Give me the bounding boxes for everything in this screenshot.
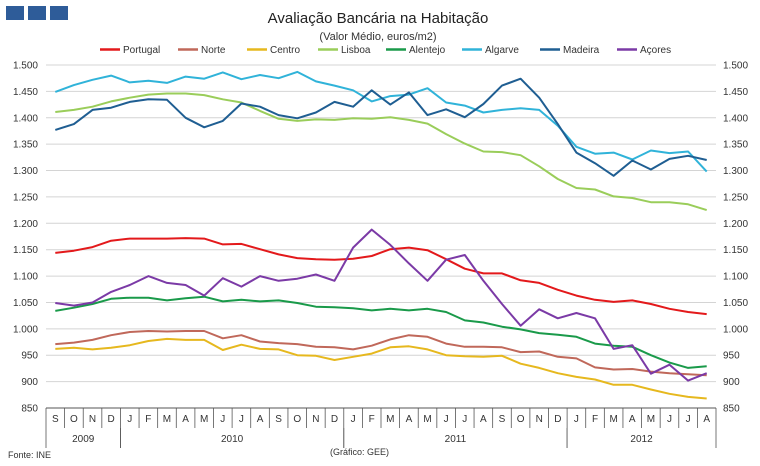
month-label: J bbox=[239, 414, 244, 425]
y-tick-label: 1.450 bbox=[723, 87, 748, 98]
y-tick-label: 1.000 bbox=[13, 324, 38, 335]
series-lines bbox=[54, 70, 708, 400]
series-line-norte bbox=[55, 330, 707, 377]
y-tick-label: 1.050 bbox=[723, 298, 748, 309]
y-tick-label: 900 bbox=[21, 377, 38, 388]
year-label: 2012 bbox=[630, 434, 653, 445]
y-tick-label: 1.500 bbox=[13, 61, 38, 72]
y-tick-label: 850 bbox=[723, 404, 740, 415]
month-label: J bbox=[686, 414, 691, 425]
y-tick-label: 950 bbox=[21, 351, 38, 362]
y-axis-right: 850 900 950 1.000 1.050 1.100 1.150 1.200 1.250 1… bbox=[723, 61, 748, 415]
month-label: J bbox=[351, 414, 356, 425]
month-label: F bbox=[592, 414, 598, 425]
month-label: N bbox=[89, 414, 96, 425]
series-line-centro bbox=[55, 337, 707, 400]
legend-label: Açores bbox=[640, 45, 671, 56]
y-tick-label: 1.250 bbox=[13, 192, 38, 203]
y-tick-label: 1.000 bbox=[723, 324, 748, 335]
chart-subtitle: (Valor Médio, euros/m2) bbox=[319, 31, 436, 43]
legend-label: Norte bbox=[201, 45, 226, 56]
brand-logo bbox=[6, 6, 68, 20]
month-label: O bbox=[293, 414, 301, 425]
y-tick-label: 1.250 bbox=[723, 192, 748, 203]
y-tick-label: 1.400 bbox=[13, 113, 38, 124]
chart-title: Avaliação Bancária na Habitação bbox=[268, 10, 489, 27]
y-tick-label: 1.350 bbox=[723, 140, 748, 151]
month-label: A bbox=[257, 414, 264, 425]
month-label: M bbox=[200, 414, 208, 425]
credit-note: (Gráfico: GEE) bbox=[330, 447, 389, 457]
month-label: D bbox=[108, 414, 115, 425]
legend-label: Centro bbox=[270, 45, 300, 56]
source-note: Fonte: INE bbox=[8, 450, 51, 460]
month-label: F bbox=[145, 414, 151, 425]
y-tick-label: 1.150 bbox=[13, 245, 38, 256]
series-line-madeira bbox=[55, 77, 707, 177]
x-axis: S O N D J F M A M J J A S O N D J F M A M J J A S O N D J F M A M J J A2009… bbox=[45, 407, 717, 448]
y-tick-label: 1.500 bbox=[723, 61, 748, 72]
series-line-alentejo bbox=[55, 295, 707, 369]
series-line-portugal bbox=[55, 237, 707, 316]
month-label: A bbox=[629, 414, 636, 425]
year-label: 2009 bbox=[72, 434, 95, 445]
month-label: S bbox=[499, 414, 506, 425]
month-label: O bbox=[70, 414, 78, 425]
legend-label: Portugal bbox=[123, 45, 160, 56]
month-label: M bbox=[647, 414, 655, 425]
month-label: D bbox=[331, 414, 338, 425]
series-line-lisboa bbox=[55, 92, 707, 212]
y-tick-label: 850 bbox=[21, 404, 38, 415]
year-label: 2011 bbox=[445, 434, 467, 445]
month-label: J bbox=[220, 414, 225, 425]
logo-block bbox=[6, 6, 24, 20]
month-label: O bbox=[517, 414, 525, 425]
y-tick-label: 1.100 bbox=[723, 272, 748, 283]
legend-label: Lisboa bbox=[341, 45, 371, 56]
month-label: A bbox=[182, 414, 189, 425]
legend: Portugal Norte Centro Lisboa Alentejo Algarve… bbox=[100, 45, 671, 56]
month-label: N bbox=[312, 414, 319, 425]
month-label: M bbox=[609, 414, 617, 425]
month-label: S bbox=[275, 414, 282, 425]
y-tick-label: 1.450 bbox=[13, 87, 38, 98]
month-label: J bbox=[444, 414, 449, 425]
legend-label: Alentejo bbox=[409, 45, 446, 56]
y-tick-label: 1.300 bbox=[13, 166, 38, 177]
y-tick-label: 1.150 bbox=[723, 245, 748, 256]
month-label: A bbox=[406, 414, 413, 425]
legend-label: Algarve bbox=[485, 45, 519, 56]
y-tick-label: 900 bbox=[723, 377, 740, 388]
y-tick-label: 1.300 bbox=[723, 166, 748, 177]
y-axis-left: 850 900 950 1.000 1.050 1.100 1.150 1.200 1.250 1… bbox=[13, 61, 38, 415]
month-label: J bbox=[127, 414, 132, 425]
y-tick-label: 1.200 bbox=[13, 219, 38, 230]
y-tick-label: 950 bbox=[723, 351, 740, 362]
series-line-aores bbox=[55, 228, 708, 382]
month-label: F bbox=[369, 414, 375, 425]
series-line-algarve bbox=[54, 70, 708, 173]
y-tick-label: 1.100 bbox=[13, 272, 38, 283]
y-tick-label: 1.400 bbox=[723, 113, 748, 124]
legend-label: Madeira bbox=[563, 45, 600, 56]
year-label: 2010 bbox=[221, 434, 244, 445]
y-tick-label: 1.350 bbox=[13, 140, 38, 151]
month-label: D bbox=[554, 414, 561, 425]
month-label: J bbox=[574, 414, 579, 425]
month-label: A bbox=[703, 414, 710, 425]
month-label: J bbox=[667, 414, 672, 425]
y-tick-label: 1.050 bbox=[13, 298, 38, 309]
month-label: J bbox=[462, 414, 467, 425]
logo-block bbox=[50, 6, 68, 20]
month-label: S bbox=[52, 414, 59, 425]
y-tick-label: 1.200 bbox=[723, 219, 748, 230]
month-label: M bbox=[163, 414, 171, 425]
month-label: M bbox=[386, 414, 394, 425]
month-label: A bbox=[480, 414, 487, 425]
logo-block bbox=[28, 6, 46, 20]
month-label: M bbox=[423, 414, 431, 425]
month-label: N bbox=[536, 414, 543, 425]
